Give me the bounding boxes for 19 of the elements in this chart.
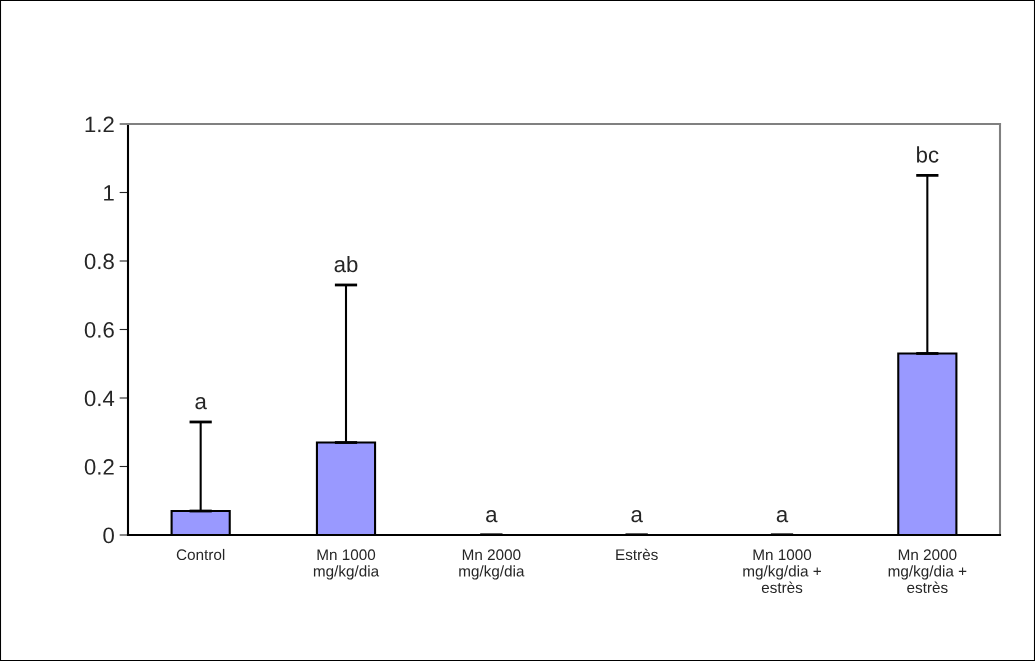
x-tick-label: Mn 2000 mg/kg/dia + estrès [888,549,967,594]
x-tick-label: Mn 1000 mg/kg/dia + estrès [743,549,821,594]
y-tick-label: 0.6 [84,322,114,338]
y-tick-label: 0.8 [84,253,114,270]
y-tick-label: 0.2 [84,459,114,475]
y-tick-label: 1.2 [85,116,114,133]
annotation: a [776,510,789,523]
annotation: a [631,510,643,523]
x-tick-label: Estrès [616,548,658,561]
y-tick-label: 1 [104,185,114,201]
y-tick-label: 0 [103,527,114,544]
x-tick-label: Control [176,548,225,561]
x-tick-label: Mn 2000 mg/kg/dia [459,549,525,580]
x-tick-label: Mn 1000 mg/kg/dia [313,549,380,580]
annotation: a [486,510,498,523]
annotation: a [195,397,207,410]
annotation: ab [334,255,358,273]
annotation: bc [917,146,939,163]
y-tick-label: 0.4 [84,390,115,407]
